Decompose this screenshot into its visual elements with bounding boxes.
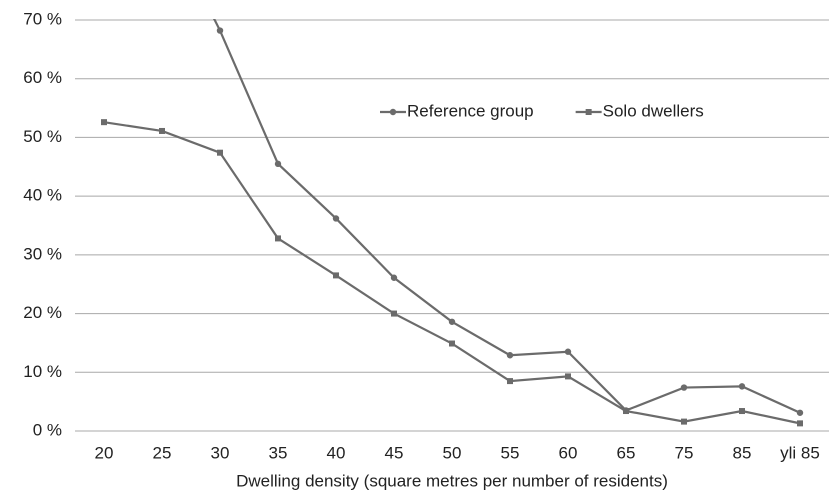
marker: [797, 420, 803, 427]
y-tick-label: 20 %: [23, 303, 62, 322]
marker: [680, 384, 688, 391]
x-tick-label: 25: [153, 443, 172, 462]
marker: [332, 215, 340, 222]
marker: [739, 408, 745, 415]
marker: [507, 378, 513, 385]
marker: [159, 127, 165, 134]
y-tick-label: 40 %: [23, 186, 62, 205]
x-tick-label: 65: [617, 443, 636, 462]
legend-marker: [585, 109, 592, 115]
marker: [506, 352, 514, 359]
marker: [681, 418, 687, 425]
y-tick-label: 0 %: [33, 420, 62, 439]
marker: [216, 27, 224, 34]
marker: [275, 235, 281, 242]
x-tick-label: 60: [559, 443, 578, 462]
x-tick-label: 50: [443, 443, 462, 462]
x-tick-label: 40: [327, 443, 346, 462]
marker: [796, 409, 804, 416]
y-tick-label: 60 %: [23, 68, 62, 87]
legend-label: Solo dwellers: [603, 101, 704, 120]
marker: [390, 274, 398, 281]
marker: [448, 318, 456, 325]
y-tick-label: 10 %: [23, 362, 62, 381]
y-tick-label: 70 %: [23, 9, 62, 28]
marker: [391, 310, 397, 317]
marker: [101, 119, 107, 126]
x-tick-label: 55: [501, 443, 520, 462]
x-tick-label: 85: [733, 443, 752, 462]
marker: [217, 149, 223, 156]
series-line: [212, 19, 801, 414]
marker: [449, 340, 455, 347]
plot-area: [101, 19, 804, 427]
marker: [564, 348, 572, 355]
x-tick-label: 75: [675, 443, 694, 462]
x-axis-title: Dwelling density (square metres per numb…: [236, 471, 668, 490]
x-tick-label: 45: [385, 443, 404, 462]
y-tick-label: 50 %: [23, 127, 62, 146]
legend-marker: [389, 108, 397, 116]
marker: [738, 383, 746, 390]
legend-label: Reference group: [407, 101, 534, 120]
x-tick-label: 35: [269, 443, 288, 462]
x-tick-label: 20: [95, 443, 114, 462]
marker: [333, 272, 339, 279]
x-tick-label: 30: [211, 443, 230, 462]
series-line: [103, 121, 801, 425]
marker: [274, 160, 282, 168]
x-tick-label: yli 85: [780, 443, 820, 462]
marker: [623, 408, 629, 415]
marker: [565, 373, 571, 380]
y-tick-label: 30 %: [23, 244, 62, 263]
